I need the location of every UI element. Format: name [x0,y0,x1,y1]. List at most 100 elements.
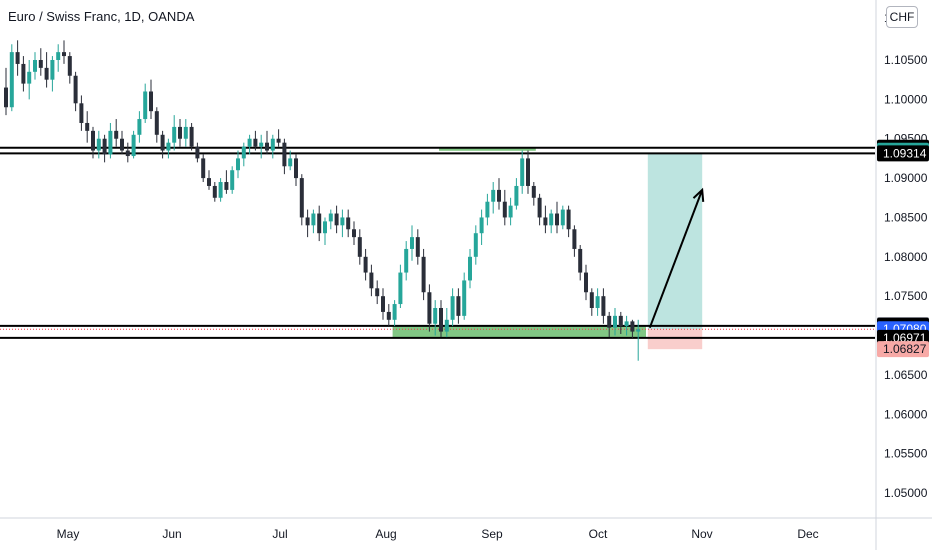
candle-body-72 [421,256,426,293]
candle-body-108 [630,321,635,332]
candle-body-45 [265,142,269,151]
candle-body-99 [578,248,583,273]
candle-body-74 [433,307,438,324]
candle-body-53 [311,213,316,226]
candle-body-87 [508,205,513,218]
candle-body-34 [201,158,206,179]
candle-body-103 [601,296,606,316]
currency-button[interactable]: CHF [886,6,918,28]
candle-body-24 [143,91,148,120]
candle-body-79 [462,280,467,316]
candle-body-97 [566,209,571,230]
candle-body-46 [270,138,275,151]
candle-body-69 [404,248,409,273]
candle-body-67 [392,304,397,320]
time-tick-label-sep: Sep [481,527,503,541]
candle-body-42 [247,138,252,147]
candle-body-78 [456,296,461,316]
zone-0 [439,147,536,151]
candle-body-4 [27,71,32,84]
time-tick-label-may: May [57,527,80,541]
candle-body-44 [259,142,264,147]
candle-body-58 [340,217,345,226]
candle-body-80 [468,256,472,281]
candle-body-93 [543,217,548,226]
candle-body-14 [85,122,90,131]
price-tick-label: 1.05000 [884,486,928,500]
candle-body-100 [584,272,588,293]
candle-body-6 [38,60,43,68]
candle-body-84 [491,189,496,202]
position-target-zone[interactable] [647,153,703,330]
candle-body-83 [485,201,490,218]
candle-body-109 [636,329,641,332]
candle-body-23 [137,119,142,135]
candle-body-5 [33,60,37,72]
candle-body-31 [183,126,188,139]
candle-body-75 [439,307,443,332]
candle-body-10 [62,52,66,57]
price-tick-label: 1.09000 [884,171,928,185]
time-tick-label-dec: Dec [797,527,818,541]
candle-body-77 [450,296,455,320]
candle-body-16 [96,138,101,151]
time-tick-label-jul: Jul [272,527,287,541]
candle-body-98 [572,229,577,249]
candle-body-70 [410,237,414,249]
candle-body-40 [236,158,240,171]
candle-body-89 [520,158,525,186]
candle-body-11 [67,56,72,76]
candle-body-85 [497,189,501,202]
candle-body-21 [125,150,130,157]
candle-body-94 [549,213,554,226]
price-tag-2 [877,145,929,162]
candle-body-65 [381,296,385,312]
price-tick-label: 1.10000 [884,92,928,106]
price-tick-label: 1.07500 [884,289,928,303]
time-tick-label-nov: Nov [691,527,712,541]
price-tag-label-2: 1.09314 [883,146,927,160]
candle-body-50 [294,158,298,179]
candle-body-0 [4,87,8,108]
candle-body-49 [288,158,293,167]
candle-body-101 [589,292,594,308]
candle-body-20 [120,138,124,151]
candle-body-92 [537,197,542,218]
candle-body-35 [207,178,211,186]
candle-body-30 [178,126,182,139]
time-tick-label-aug: Aug [375,527,396,541]
candle-body-15 [91,130,95,151]
candle-body-57 [334,213,339,226]
candle-body-27 [160,134,165,151]
candle-body-29 [172,126,177,143]
candle-body-86 [502,201,507,218]
candle-body-76 [444,319,449,332]
candle-body-43 [253,138,258,147]
candle-body-90 [526,158,530,186]
time-tick-label-oct: Oct [589,527,608,541]
candle-body-71 [415,237,420,257]
time-tick-label-jun: Jun [162,527,181,541]
candle-body-64 [375,288,380,297]
candle-body-105 [613,315,617,328]
candle-body-54 [317,213,322,234]
candle-body-41 [241,146,246,159]
candle-body-18 [108,130,113,155]
candle-body-82 [479,217,484,234]
trend-arrow-line[interactable] [648,189,704,329]
position-stop-zone[interactable] [647,329,703,350]
candle-body-62 [363,256,368,273]
candle-body-107 [624,321,629,327]
candle-body-1 [9,52,14,108]
candle-body-55 [323,221,327,234]
candle-body-36 [212,185,217,198]
candle-body-26 [154,111,159,135]
price-tick-label: 1.05500 [884,447,928,461]
candle-body-88 [514,185,519,206]
price-tick-label: 1.06500 [884,368,928,382]
candle-body-48 [282,142,287,167]
candle-body-3 [21,63,26,84]
price-tag-label-7: 1.06827 [883,342,927,356]
